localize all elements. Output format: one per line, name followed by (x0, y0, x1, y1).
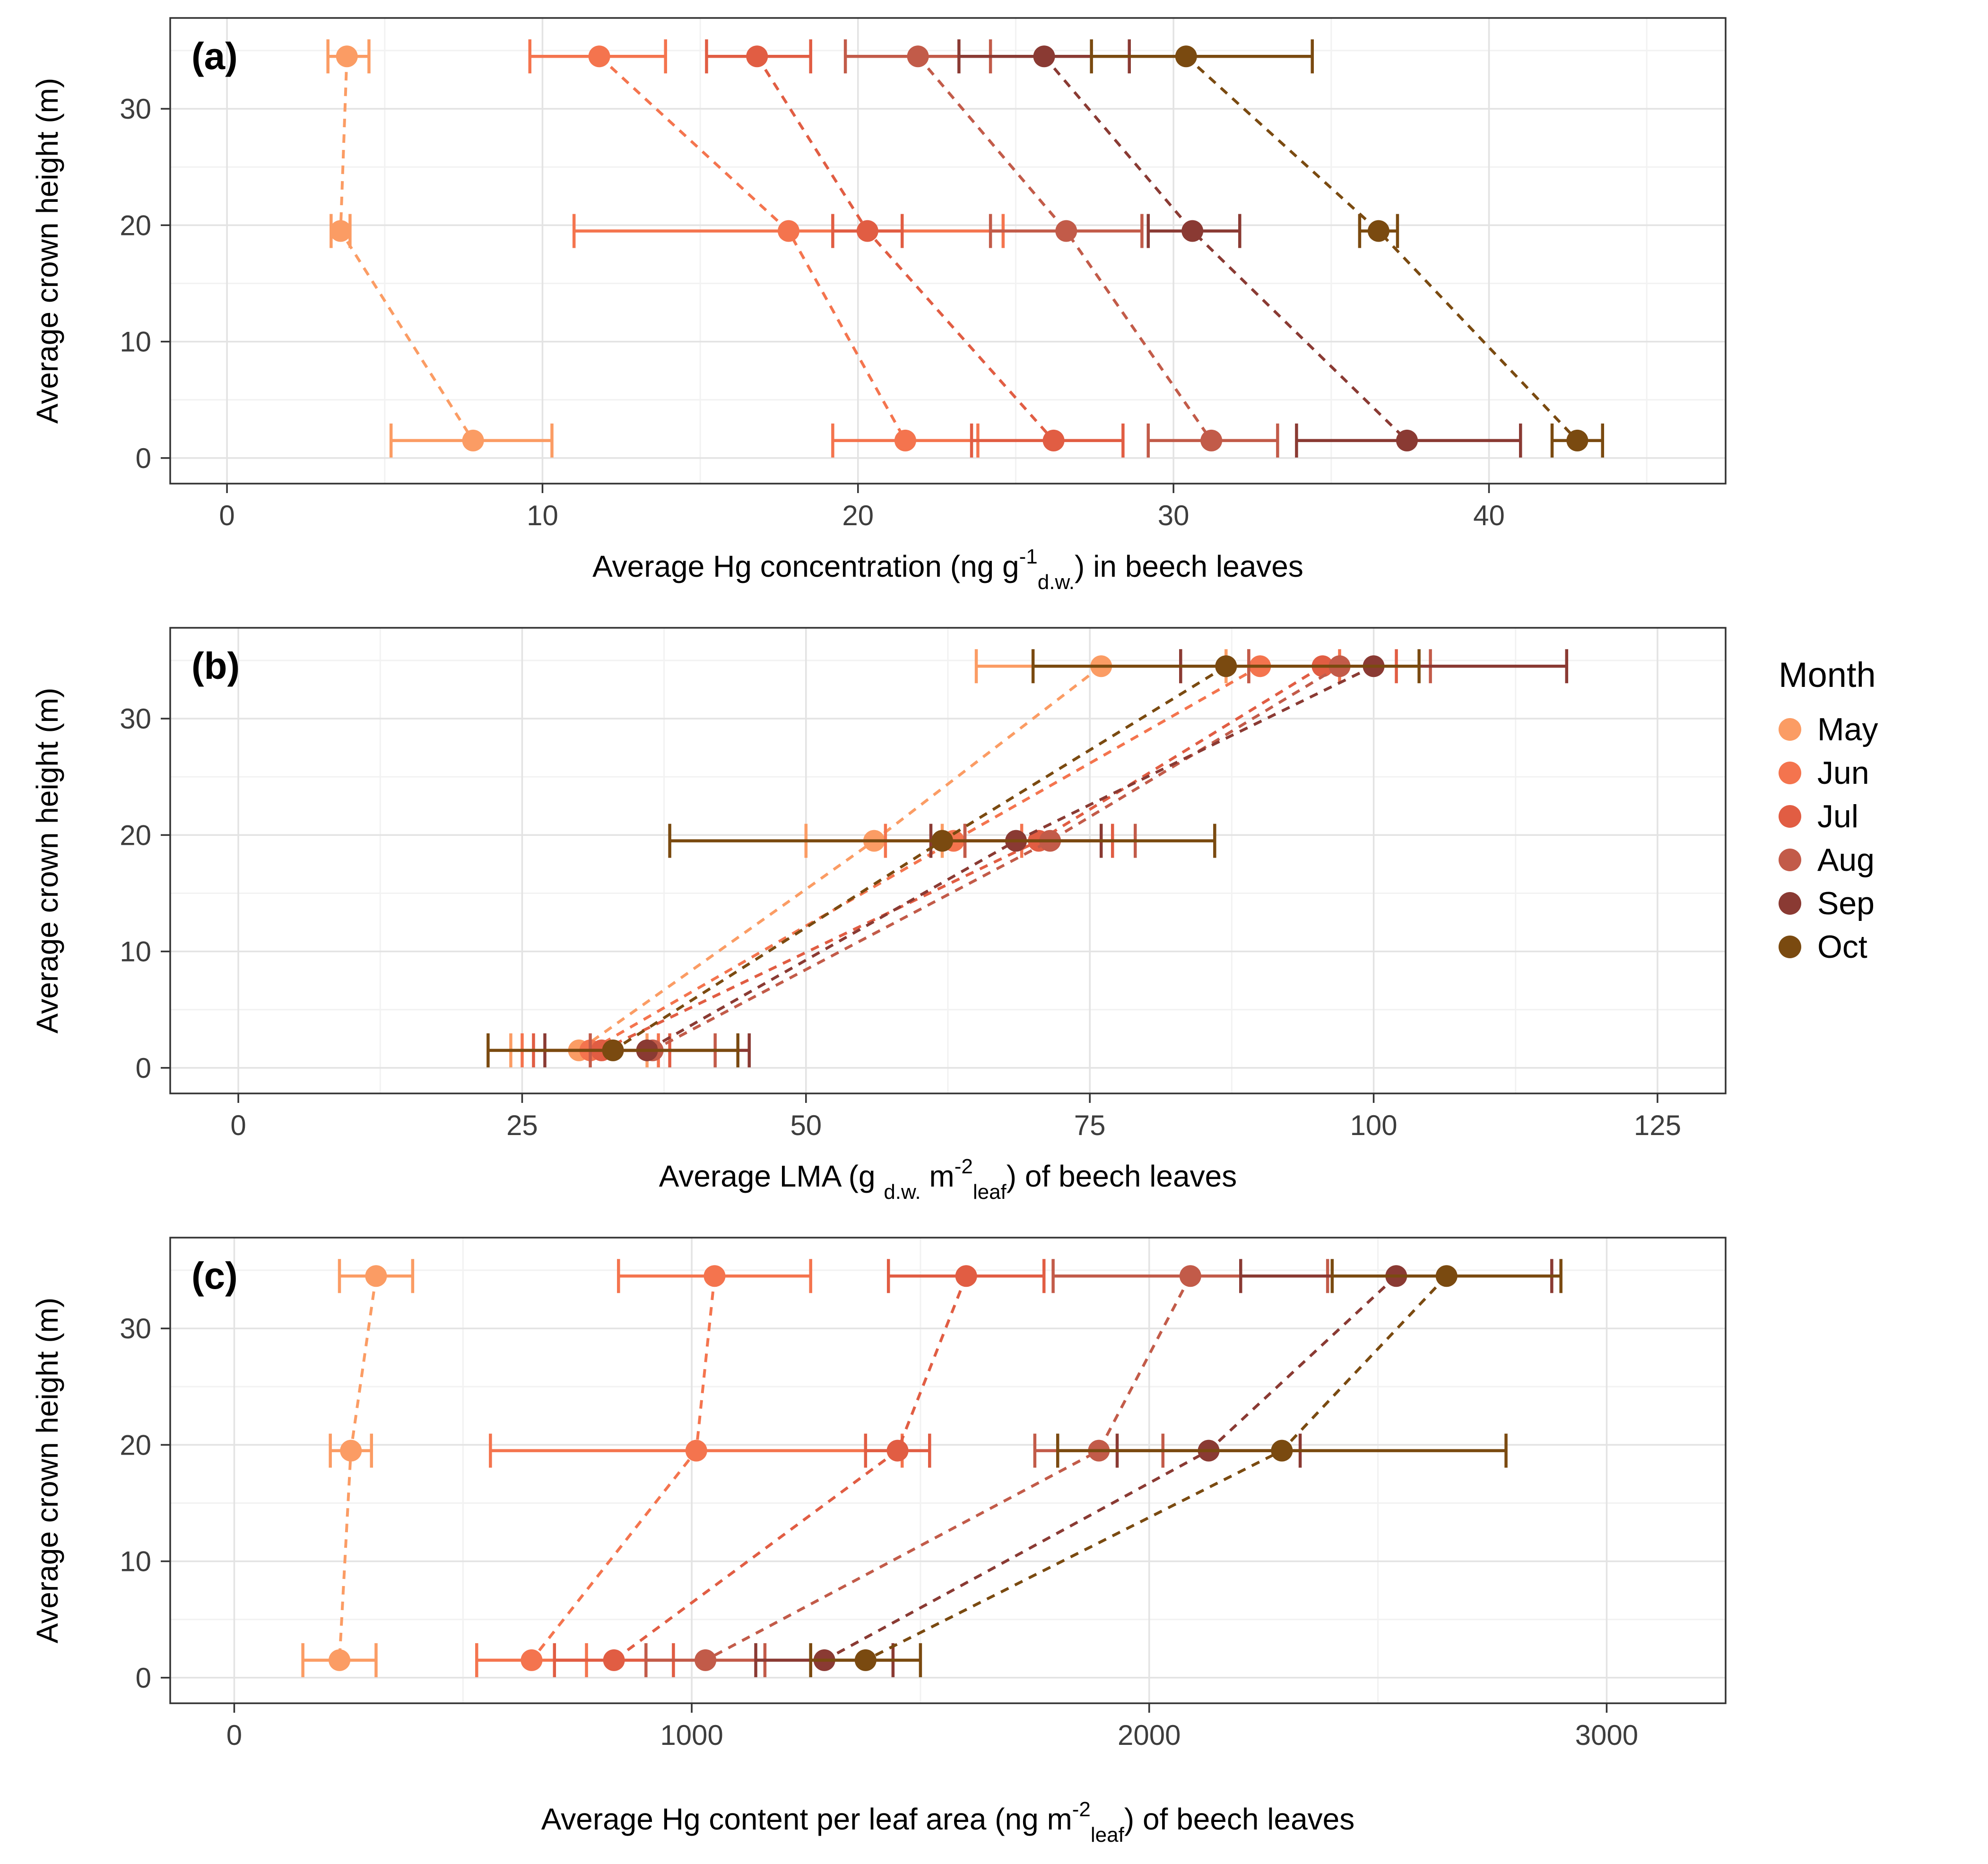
svg-text:10: 10 (120, 936, 151, 968)
svg-text:Average crown height (m): Average crown height (m) (30, 1298, 64, 1644)
legend-point-icon (1779, 849, 1801, 871)
legend-item-label: Oct (1817, 929, 1867, 965)
panel-b: 0 25 50 75 100 125 0 10 20 30 (b) Average crown hei… (28, 618, 1988, 1214)
legend-point-icon (1779, 892, 1801, 915)
svg-text:0: 0 (136, 1662, 151, 1694)
svg-text:20: 20 (120, 209, 151, 241)
legend-point-icon (1779, 805, 1801, 828)
svg-text:0: 0 (136, 1052, 151, 1084)
legend-items: May Jun Jul Aug Sep Oct (1779, 711, 1878, 965)
svg-text:(b): (b) (191, 645, 240, 687)
legend-item-may: May (1779, 711, 1878, 748)
panel-a-chart: 0 10 20 30 40 0 10 20 30 (a) Average crown height … (30, 17, 1727, 594)
svg-text:30: 30 (1158, 500, 1189, 531)
legend-month: Month May Jun Jul Aug Sep Oct (1779, 655, 1878, 972)
svg-text:3000: 3000 (1575, 1719, 1638, 1751)
svg-text:10: 10 (527, 500, 558, 531)
svg-text:Average Hg content per leaf ar: Average Hg content per leaf area (ng m-2… (541, 1798, 1355, 1847)
legend-item-oct: Oct (1779, 928, 1878, 965)
svg-text:(c): (c) (191, 1255, 238, 1297)
svg-text:50: 50 (790, 1110, 822, 1141)
svg-text:2000: 2000 (1118, 1719, 1181, 1751)
legend-point-icon (1779, 718, 1801, 741)
svg-text:Average LMA (g d.w. m-2leaf) o: Average LMA (g d.w. m-2leaf) of beech le… (659, 1155, 1237, 1204)
panel-c-chart: 0 1000 2000 3000 0 10 20 30 (c) Average crown hei… (30, 1237, 1727, 1847)
svg-text:20: 20 (842, 500, 874, 531)
svg-text:0: 0 (230, 1110, 246, 1141)
legend-item-jul: Jul (1779, 798, 1878, 835)
svg-text:(a): (a) (191, 35, 238, 77)
svg-text:10: 10 (120, 326, 151, 358)
legend-item-sep: Sep (1779, 885, 1878, 922)
svg-text:40: 40 (1473, 500, 1505, 531)
svg-text:125: 125 (1634, 1110, 1681, 1141)
svg-text:25: 25 (506, 1110, 538, 1141)
svg-text:20: 20 (120, 1429, 151, 1461)
legend-point-icon (1779, 762, 1801, 784)
svg-text:0: 0 (136, 442, 151, 474)
legend-item-label: May (1817, 711, 1878, 747)
panel-a: 0 10 20 30 40 0 10 20 30 (a) Average crown height … (28, 9, 1988, 604)
svg-text:Average crown height (m): Average crown height (m) (30, 688, 64, 1034)
panel-c: 0 1000 2000 3000 0 10 20 30 (c) Average crown hei… (28, 1228, 1988, 1857)
svg-text:10: 10 (120, 1546, 151, 1578)
legend-item-jun: Jun (1779, 754, 1878, 791)
svg-text:0: 0 (226, 1719, 242, 1751)
svg-text:30: 30 (120, 93, 151, 125)
legend-title: Month (1779, 655, 1876, 694)
svg-text:0: 0 (219, 500, 234, 531)
legend-item-label: Aug (1817, 842, 1875, 878)
svg-text:Average Hg concentration (ng g: Average Hg concentration (ng g-1d.w.) in… (592, 545, 1303, 594)
legend-item-label: Jun (1817, 755, 1869, 791)
svg-text:75: 75 (1074, 1110, 1106, 1141)
svg-text:1000: 1000 (660, 1719, 723, 1751)
svg-text:Average crown height (m): Average crown height (m) (30, 78, 64, 424)
svg-text:30: 30 (120, 1313, 151, 1344)
svg-text:30: 30 (120, 703, 151, 735)
panel-b-chart: 0 25 50 75 100 125 0 10 20 30 (b) Average crown hei… (30, 627, 1727, 1204)
legend-item-aug: Aug (1779, 841, 1878, 878)
svg-text:100: 100 (1350, 1110, 1397, 1141)
legend-point-icon (1779, 936, 1801, 958)
legend-item-label: Jul (1817, 798, 1858, 834)
legend-item-label: Sep (1817, 885, 1875, 921)
svg-text:20: 20 (120, 819, 151, 851)
